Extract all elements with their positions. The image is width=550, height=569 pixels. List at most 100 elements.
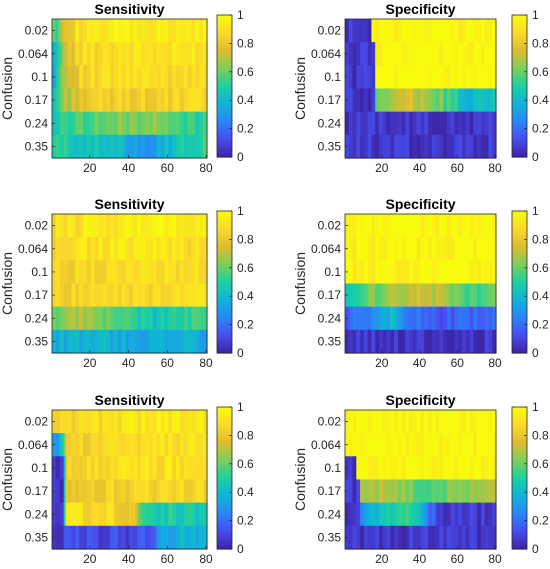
heatmap-cell [193, 88, 196, 113]
heatmap-cell [448, 134, 452, 159]
y-tick-label: 0.064 [311, 438, 341, 452]
colorbar-swatch [512, 344, 527, 347]
heatmap-cell [494, 237, 497, 261]
heatmap-cell [394, 214, 397, 238]
heatmap-cell [106, 502, 109, 527]
heatmap-cell [384, 306, 388, 331]
colorbar-swatch [217, 313, 232, 316]
y-axis-label: Confusion [0, 252, 15, 315]
heatmap-cell [348, 433, 352, 457]
heatmap-cell [426, 65, 429, 90]
colorbar-swatch [217, 37, 232, 41]
heatmap-cell [108, 42, 111, 66]
heatmap-cell [75, 410, 78, 434]
heatmap-cell [177, 456, 181, 481]
colorbar-swatch [217, 264, 232, 268]
heatmap-cell [463, 283, 467, 308]
heatmap-cell [150, 260, 154, 285]
heatmap-cell [176, 283, 179, 308]
heatmap-cell [380, 134, 384, 159]
heatmap-cell [480, 456, 484, 481]
heatmap-cell [407, 433, 410, 457]
colorbar-swatch [217, 86, 232, 89]
heatmap-cell [84, 479, 88, 504]
heatmap-cell [450, 19, 454, 43]
heatmap-cell [102, 260, 105, 285]
heatmap-cell [156, 214, 160, 238]
heatmap-cell [177, 433, 181, 457]
heatmap-cell [150, 283, 154, 308]
colorbar-swatch [217, 431, 232, 435]
heatmap-cell [482, 410, 486, 434]
heatmap-cell [439, 19, 442, 43]
colorbar-swatch [512, 407, 527, 410]
colorbar-swatch [512, 72, 527, 76]
heatmap-cell [137, 283, 140, 308]
heatmap-cell [179, 214, 183, 238]
heatmap-cell [369, 456, 373, 481]
heatmap-cell [193, 525, 196, 550]
heatmap-cell [456, 42, 459, 66]
heatmap-cell [108, 502, 111, 527]
heatmap-cell [354, 134, 357, 159]
heatmap-cell [390, 111, 393, 136]
heatmap-cell [399, 525, 403, 550]
heatmap-cell [452, 525, 456, 550]
heatmap-cell [102, 42, 105, 66]
heatmap-cell [395, 502, 399, 527]
heatmap-cell [83, 525, 86, 550]
heatmap-cell [75, 237, 78, 261]
heatmap-cell [352, 456, 356, 481]
heatmap-cell [146, 525, 150, 550]
heatmap-cell [57, 42, 61, 66]
heatmap-cell [452, 65, 456, 90]
heatmap-cell [414, 329, 418, 354]
heatmap-cell [386, 329, 390, 354]
heatmap-cell [114, 19, 117, 43]
heatmap-cell [418, 134, 422, 159]
heatmap-cell [460, 42, 463, 66]
heatmap-cell [185, 42, 189, 66]
heatmap-cell [203, 525, 206, 550]
heatmap-cell [67, 65, 71, 90]
heatmap-cell [416, 306, 420, 331]
heatmap-cell [412, 88, 416, 113]
heatmap-cell [191, 237, 195, 261]
colorbar-swatch [217, 515, 232, 519]
heatmap-cell [150, 329, 154, 354]
colorbar-swatch [217, 506, 232, 510]
colorbar-swatch [217, 478, 232, 481]
y-tick-label: 0.35 [25, 334, 49, 348]
heatmap-cell [143, 65, 146, 90]
heatmap-cell [81, 88, 84, 113]
y-tick-label: 0.24 [318, 507, 342, 521]
colorbar: 00.20.40.60.81 [216, 400, 254, 556]
heatmap-cell [59, 134, 63, 159]
colorbar-swatch [217, 248, 232, 252]
heatmap-cell [63, 237, 67, 261]
heatmap-cell [490, 502, 493, 527]
heatmap-cell [90, 65, 94, 90]
heatmap-cell [426, 306, 429, 331]
colorbar-swatch [512, 94, 527, 98]
heatmap-cell [382, 479, 386, 504]
heatmap-cell [176, 525, 179, 550]
heatmap-cell [141, 134, 144, 159]
heatmap-cell [115, 88, 119, 113]
heatmap-cell [61, 502, 65, 527]
heatmap-cell [441, 42, 444, 66]
heatmap-cell [179, 134, 183, 159]
heatmap-cell [164, 42, 167, 66]
heatmap-cell [361, 88, 365, 113]
heatmap-cell [94, 88, 98, 113]
heatmap-cell [104, 260, 107, 285]
heatmap-cell [146, 433, 150, 457]
heatmap-cell [384, 456, 388, 481]
heatmap-cell [139, 134, 142, 159]
heatmap-cell [177, 479, 181, 504]
heatmap-cell [172, 19, 175, 43]
heatmap-cell [141, 42, 144, 66]
heatmap-cell [350, 525, 354, 550]
heatmap-cell [365, 65, 369, 90]
heatmap-cell [490, 88, 493, 113]
